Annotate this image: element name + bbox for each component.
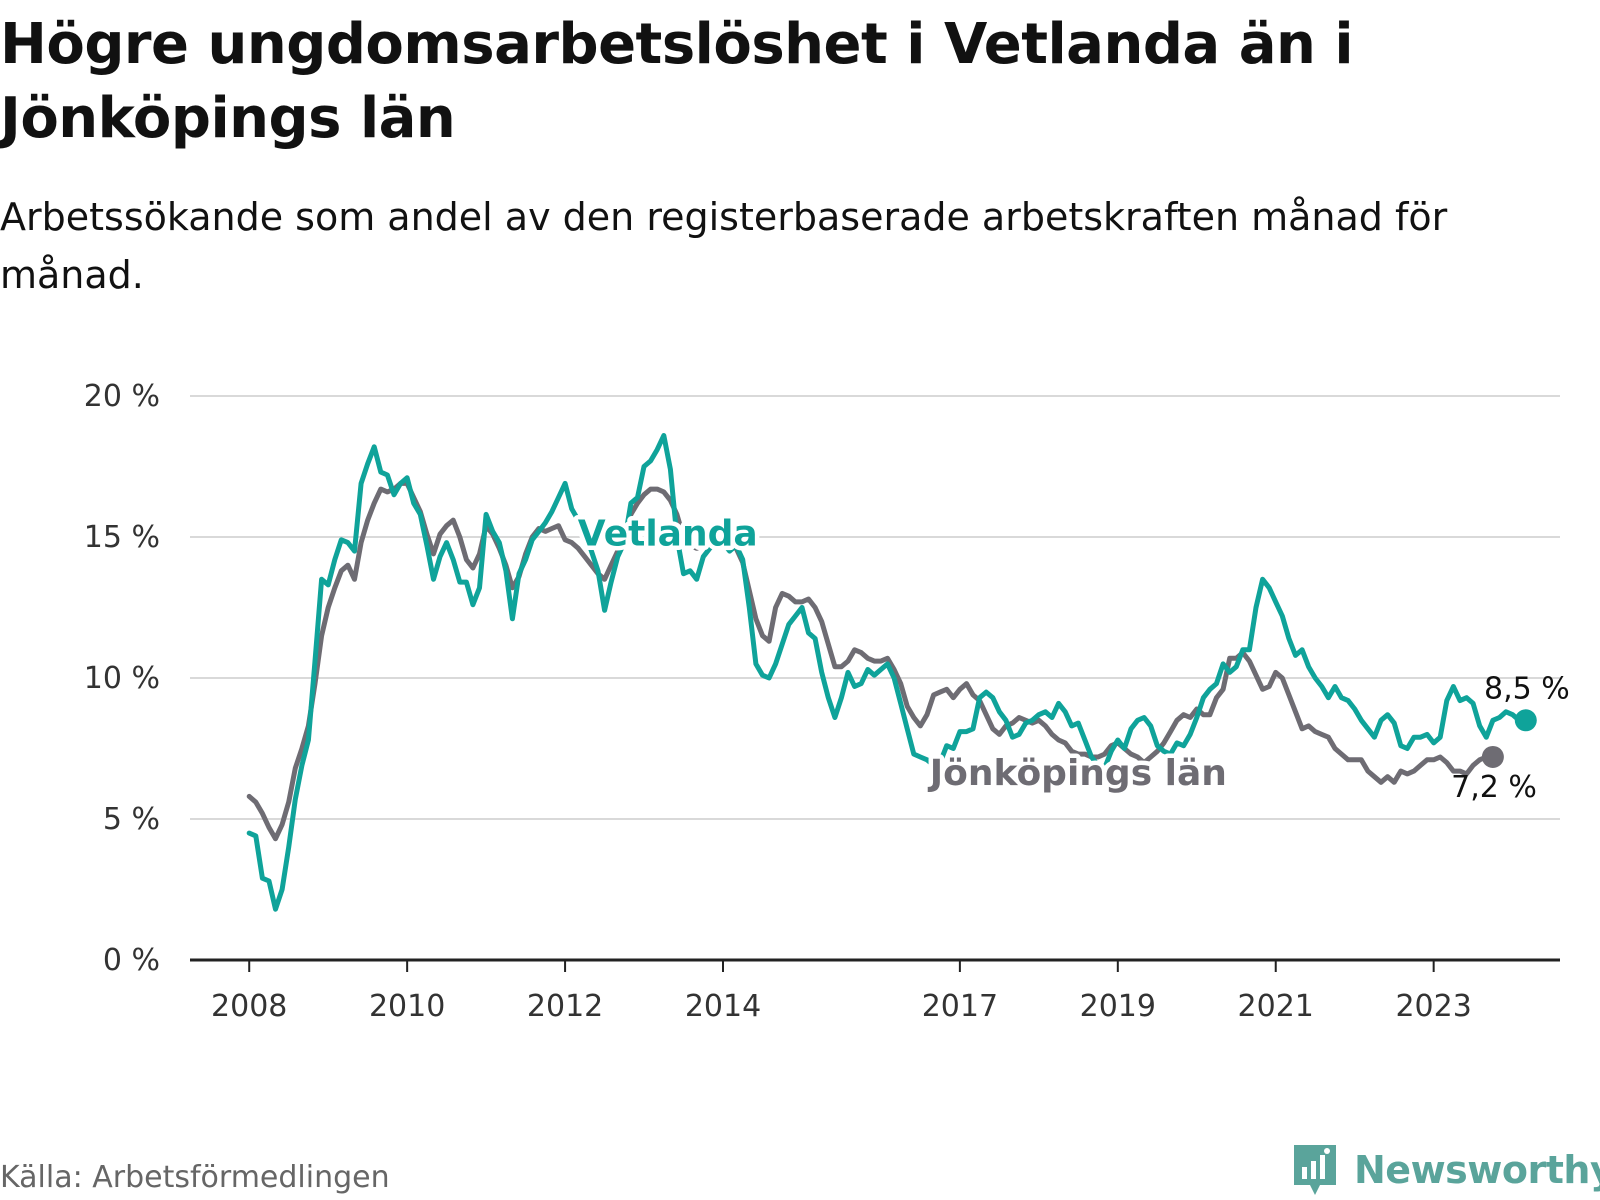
y-tick-label: 5 % (103, 802, 160, 837)
y-tick-label: 10 % (84, 661, 160, 696)
y-tick-label: 15 % (84, 520, 160, 555)
series-label-jonkoping: Jönköpings län (927, 753, 1227, 794)
brand-name: Newsworthy (1354, 1148, 1600, 1192)
x-tick-label: 2010 (369, 989, 445, 1024)
chart-title: Högre ungdomsarbetslöshet i Vetlanda än … (0, 12, 1354, 151)
x-tick-label: 2014 (685, 989, 761, 1024)
x-tick-label: 2019 (1080, 989, 1156, 1024)
end-value-jonkoping: 7,2 % (1451, 770, 1537, 805)
series-end-marker-0 (1514, 709, 1537, 732)
series-line-1 (246, 480, 1496, 842)
x-tick-label: 2017 (922, 989, 998, 1024)
x-tick-label: 2021 (1238, 989, 1314, 1024)
chart-subtitle: Arbetssökande som andel av den registerb… (0, 195, 1448, 297)
end-value-vetlanda: 8,5 % (1484, 671, 1570, 706)
y-axis-ticks: 0 % 5 % 10 % 15 % 20 % (84, 379, 160, 978)
y-tick-label: 20 % (84, 379, 160, 414)
series-label-vetlanda: Vetlanda (578, 513, 758, 554)
series-label-vetlanda-halo: Vetlanda (578, 513, 758, 554)
newsworthy-logo-icon (1294, 1145, 1336, 1195)
x-tick-label: 2012 (527, 989, 603, 1024)
x-axis-ticks: 2008 2010 2012 2014 2017 2019 2021 2023 (190, 958, 1560, 1024)
y-tick-label: 0 % (103, 943, 160, 978)
x-tick-label: 2023 (1395, 989, 1471, 1024)
grid-lines (190, 395, 1560, 820)
x-tick-label: 2008 (211, 989, 287, 1024)
series-label-jonkoping-halo: Jönköpings län (927, 753, 1227, 794)
series-line-0 (246, 433, 1529, 912)
source-note: Källa: Arbetsförmedlingen (0, 1160, 390, 1195)
brand-logo[interactable]: Newsworthy (1290, 1140, 1600, 1200)
series-lines (246, 433, 1537, 912)
series-end-marker-1 (1481, 745, 1504, 768)
